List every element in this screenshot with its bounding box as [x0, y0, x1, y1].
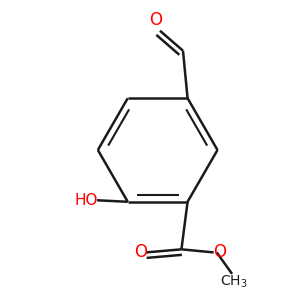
- Text: O: O: [213, 243, 226, 261]
- Text: HO: HO: [75, 193, 98, 208]
- Text: CH$_3$: CH$_3$: [220, 273, 248, 290]
- Text: O: O: [134, 243, 147, 261]
- Text: O: O: [149, 11, 162, 29]
